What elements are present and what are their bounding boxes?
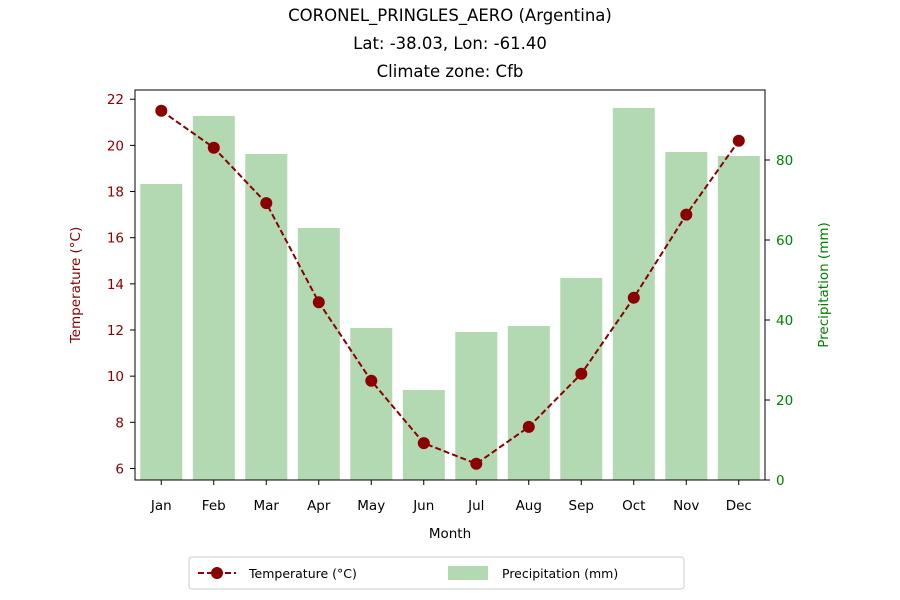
y-axis-right-ticks: 0 20 40 60 80 (765, 153, 793, 489)
legend-precipitation-swatch (448, 566, 488, 580)
x-tick-label: Jan (150, 498, 172, 514)
y-left-tick-label: 10 (107, 369, 124, 385)
y-axis-right-label: Precipitation (mm) (816, 222, 832, 348)
temperature-point-oct (627, 291, 640, 304)
x-tick-label: Apr (307, 498, 331, 514)
legend-frame (188, 556, 685, 590)
y-right-tick-label: 0 (776, 473, 785, 489)
temperature-point-nov (680, 208, 693, 221)
temperature-line-group (155, 104, 745, 470)
temperature-point-dec (732, 134, 745, 147)
temperature-point-apr (312, 296, 325, 309)
x-tick-label: Jun (412, 498, 434, 514)
y-left-tick-label: 18 (107, 185, 124, 201)
temperature-point-jun (417, 437, 430, 450)
legend-precipitation-label: Precipitation (mm) (502, 566, 618, 581)
temperature-point-jul (470, 457, 483, 470)
temperature-point-sep (575, 367, 588, 380)
x-tick-label: Aug (516, 498, 542, 514)
legend: Temperature (°C) Precipitation (mm) (188, 556, 685, 590)
y-left-tick-label: 20 (107, 138, 124, 154)
precipitation-bar-nov (665, 152, 708, 480)
x-tick-label: Oct (622, 498, 645, 514)
y-left-tick-label: 22 (107, 92, 124, 108)
chart-title: CORONEL_PRINGLES_AERO (Argentina) Lat: -… (288, 6, 612, 81)
y-left-tick-label: 14 (107, 277, 124, 293)
precipitation-bar-jul (455, 332, 498, 480)
precipitation-bar-may (350, 328, 393, 480)
precipitation-bar-aug (507, 326, 550, 480)
x-tick-label: Feb (202, 498, 226, 514)
x-tick-label: Dec (726, 498, 752, 514)
x-tick-label: Nov (673, 498, 699, 514)
y-left-tick-label: 8 (115, 415, 124, 431)
y-right-tick-label: 80 (776, 153, 793, 169)
precipitation-bar-apr (297, 228, 340, 480)
x-tick-label: Mar (254, 498, 280, 514)
plot-frame (134, 89, 766, 481)
x-axis-label: Month (429, 526, 471, 542)
temperature-point-jan (155, 104, 168, 117)
y-right-tick-label: 40 (776, 313, 793, 329)
temperature-point-mar (260, 197, 273, 210)
precipitation-bar-dec (717, 156, 760, 480)
y-right-tick-label: 20 (776, 393, 793, 409)
precipitation-bar-jan (140, 184, 183, 480)
precipitation-bars (140, 108, 760, 480)
title-line-1: CORONEL_PRINGLES_AERO (Argentina) (288, 6, 612, 26)
y-right-tick-label: 60 (776, 233, 793, 249)
temperature-point-feb (207, 141, 220, 154)
temperature-point-aug (522, 420, 535, 433)
legend-temperature-marker (211, 567, 223, 579)
temperature-point-may (365, 374, 378, 387)
precipitation-bar-jun (402, 390, 445, 480)
temperature-line (160, 109, 740, 465)
y-axis-left-ticks: 6 8 10 12 14 16 18 20 22 (107, 92, 135, 477)
x-tick-label: Jul (467, 498, 484, 514)
y-axis-left-label: Temperature (°C) (68, 227, 84, 345)
title-line-3: Climate zone: Cfb (377, 62, 524, 81)
precipitation-bar-feb (192, 116, 235, 480)
y-left-tick-label: 12 (107, 323, 124, 339)
y-left-tick-label: 16 (107, 231, 124, 247)
title-line-2: Lat: -38.03, Lon: -61.40 (353, 34, 547, 53)
legend-temperature-label: Temperature (°C) (248, 566, 357, 581)
x-axis-ticks: Jan Feb Mar Apr May Jun Jul Aug Sep Oct Nov Dec (150, 480, 752, 514)
x-tick-label: Sep (569, 498, 594, 514)
y-left-tick-label: 6 (115, 461, 124, 477)
x-tick-label: May (357, 498, 385, 514)
